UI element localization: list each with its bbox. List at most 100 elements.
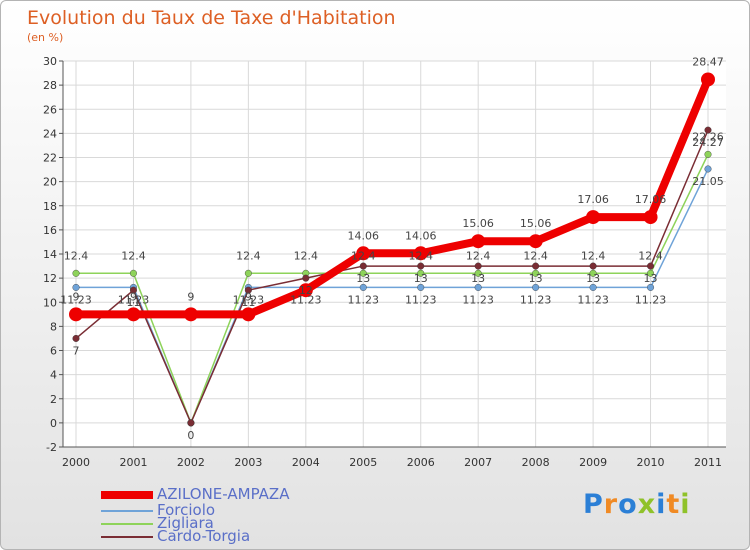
- data-point: [586, 210, 601, 225]
- data-label: 11: [241, 296, 255, 309]
- data-point: [532, 283, 540, 291]
- legend-swatch-cardo-torgia: [101, 536, 153, 538]
- series-line-cardo-torgia: [75, 129, 709, 424]
- legend-swatch-azilone-ampaza: [101, 491, 153, 499]
- y-tick-label: 28: [43, 79, 57, 92]
- data-point: [417, 283, 425, 291]
- data-point: [72, 283, 80, 291]
- data-label: 17.06: [635, 193, 667, 206]
- data-label: 11.23: [405, 293, 437, 306]
- y-tick-label: 22: [43, 152, 57, 165]
- logo-letter: x: [637, 489, 657, 520]
- logo-letter: t: [666, 489, 681, 520]
- series-line-zigliara: [76, 154, 709, 424]
- data-label: 11.23: [233, 293, 265, 306]
- data-point: [589, 283, 597, 291]
- data-point: [413, 246, 428, 261]
- x-tick-label: 2002: [177, 456, 205, 469]
- data-label: 12.4: [523, 249, 548, 262]
- data-label: 12.4: [638, 249, 663, 262]
- data-label: 9: [187, 290, 194, 303]
- data-label: 12.4: [351, 249, 376, 262]
- data-label: 12.4: [121, 249, 146, 262]
- y-tick-label: 20: [43, 176, 57, 189]
- data-point: [72, 269, 80, 277]
- data-point: [417, 262, 425, 270]
- x-tick-label: 2007: [464, 456, 492, 469]
- data-point: [704, 165, 712, 173]
- data-point: [704, 150, 712, 158]
- y-tick-label: 4: [50, 369, 57, 382]
- y-tick-label: 12: [43, 272, 57, 285]
- logo-letter: o: [618, 489, 638, 520]
- y-tick-label: 18: [43, 200, 57, 213]
- data-label: 22.26: [692, 130, 724, 143]
- x-tick-label: 2004: [292, 456, 320, 469]
- data-label: 12: [299, 284, 313, 297]
- data-point: [474, 262, 482, 270]
- legend-label-zigliara: Zigliara: [157, 514, 214, 532]
- logo-letter: i: [680, 489, 691, 520]
- data-label: 12.4: [466, 249, 491, 262]
- data-point: [589, 269, 597, 277]
- data-point: [241, 307, 256, 322]
- x-tick-label: 2006: [407, 456, 435, 469]
- data-label: 7: [73, 344, 80, 357]
- y-tick-label: 14: [43, 248, 57, 261]
- x-tick-label: 2001: [119, 456, 147, 469]
- data-label: 13: [644, 272, 658, 285]
- data-label: 12.4: [408, 249, 433, 262]
- data-point: [302, 274, 310, 282]
- data-point: [704, 126, 712, 134]
- x-tick-label: 2003: [234, 456, 262, 469]
- data-label: 9: [73, 290, 80, 303]
- legend-label-forciolo: Forciolo: [157, 501, 216, 519]
- data-point: [528, 234, 543, 249]
- legend-swatch-zigliara: [101, 523, 153, 525]
- y-tick-label: 10: [43, 296, 57, 309]
- x-tick-label: 2010: [637, 456, 665, 469]
- logo-letter: P: [583, 489, 604, 520]
- logo-letter: r: [603, 489, 619, 520]
- data-point: [471, 234, 486, 249]
- data-point: [474, 269, 482, 277]
- data-label: 12.4: [236, 249, 261, 262]
- chart-unit-label: (en %): [27, 31, 64, 44]
- data-point: [183, 307, 198, 322]
- data-point: [474, 283, 482, 291]
- data-label: 12.4: [294, 249, 319, 262]
- x-tick-label: 2011: [694, 456, 722, 469]
- x-tick-label: 2005: [349, 456, 377, 469]
- data-point: [359, 262, 367, 270]
- y-tick-label: 24: [43, 127, 57, 140]
- data-label: 0: [187, 429, 194, 442]
- y-tick-label: 16: [43, 224, 57, 237]
- data-label: 14.06: [348, 229, 380, 242]
- proxiti-logo: Proxiti: [583, 489, 691, 520]
- y-tick-label: 0: [50, 417, 57, 430]
- data-point: [359, 269, 367, 277]
- data-point: [643, 210, 658, 225]
- data-point: [356, 246, 371, 261]
- data-label: 17.06: [577, 193, 609, 206]
- x-tick-label: 2008: [522, 456, 550, 469]
- data-point: [532, 262, 540, 270]
- data-label: 15.06: [520, 217, 552, 230]
- legend-item-cardo-torgia: Cardo-Torgia: [101, 527, 361, 545]
- data-point: [589, 262, 597, 270]
- data-label: 11.23: [462, 293, 494, 306]
- data-label: 15.06: [462, 217, 494, 230]
- data-label: 13: [356, 272, 370, 285]
- y-tick-label: 2: [50, 393, 57, 406]
- data-point: [298, 283, 313, 298]
- y-tick-label: 26: [43, 103, 57, 116]
- data-point: [187, 419, 195, 427]
- y-tick-label: 8: [50, 320, 57, 333]
- data-label: 11.23: [520, 293, 552, 306]
- data-label: 12.4: [581, 249, 606, 262]
- y-tick-label: -2: [46, 441, 57, 454]
- data-point: [647, 262, 655, 270]
- data-label: 11.23: [118, 293, 150, 306]
- data-label: 11.23: [348, 293, 380, 306]
